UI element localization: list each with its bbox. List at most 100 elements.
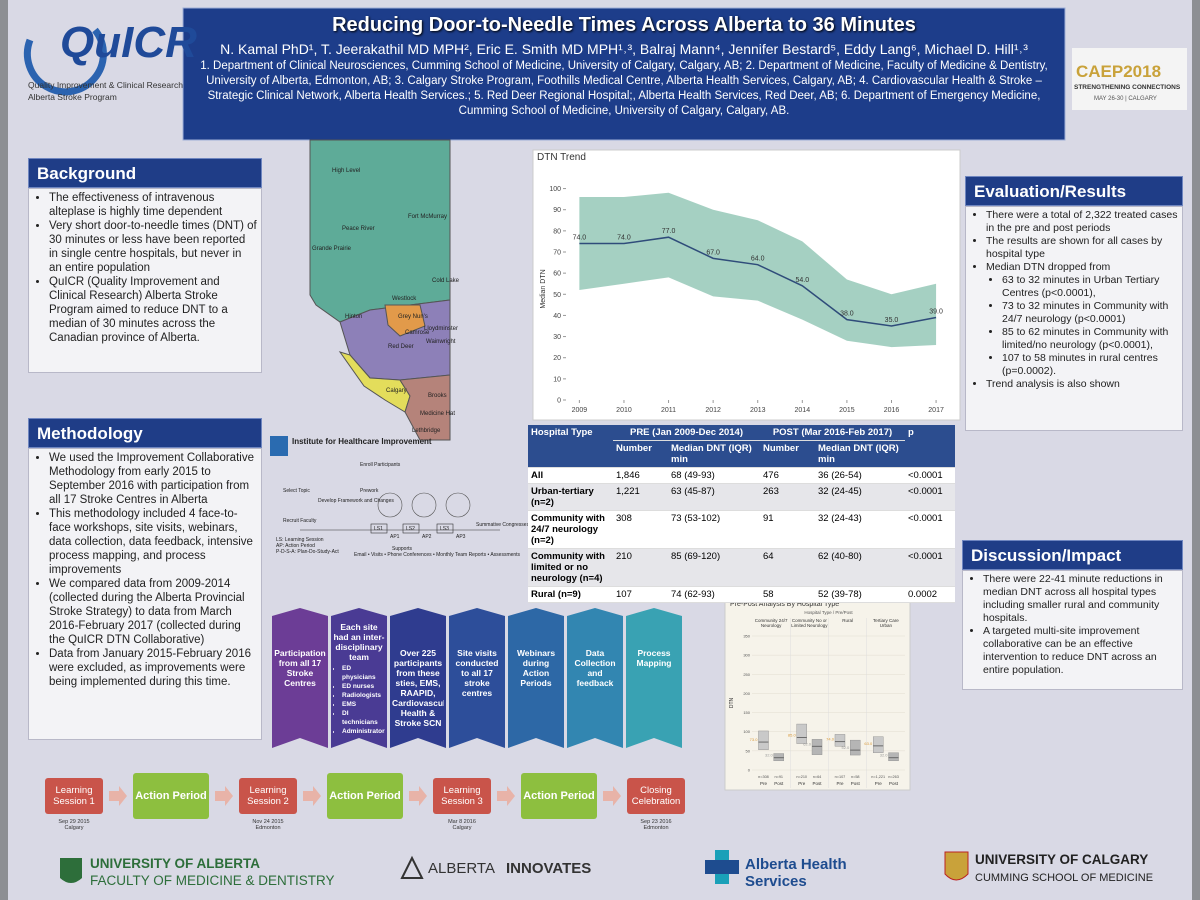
y-tick-label: 80 (553, 228, 561, 235)
value-label: 67.0 (706, 249, 720, 256)
sub-bullet: 85 to 62 minutes in Community with limit… (1002, 326, 1178, 352)
logo-line1: Quality Improvement & Clinical Research (28, 80, 183, 90)
x-tick-label: 2009 (572, 407, 588, 414)
ahs-1: Alberta Health (745, 856, 847, 873)
step-text-box: Process Mapping (637, 648, 672, 668)
timeline-place: Edmonton (643, 825, 668, 831)
step-text-wrap: Data Collection and feedback (569, 648, 621, 688)
timeline-arrow (303, 786, 321, 806)
place: Calgary (386, 388, 407, 394)
bullet: There were 22-41 minute reductions in me… (983, 573, 1178, 625)
table-cell: 1,846 (613, 467, 668, 484)
y-tick-label: 250 (743, 672, 750, 677)
sub-list: 63 to 32 minutes in Urban Tertiary Centr… (986, 274, 1178, 378)
bullet: Median DTN dropped from63 to 32 minutes … (986, 261, 1178, 378)
place: Camrose (405, 330, 430, 336)
group-label-box: Tertiary Care Urban (873, 618, 899, 628)
timeline-label: Action Period (329, 789, 401, 802)
learning-session (239, 778, 297, 814)
conf-dates: MAY 26-30 | CALGARY (1094, 96, 1157, 102)
value-label: 74.0 (617, 235, 631, 242)
place: Wainwright (426, 339, 456, 345)
step-item: Administrators (342, 727, 385, 736)
section-heading: Evaluation/Results (965, 176, 1183, 206)
timeline-label: Closing Celebration (631, 785, 681, 807)
n-label: n=210 (796, 775, 807, 779)
step-text-wrap: Webinars during Action Periods (510, 648, 562, 688)
results-table-wrap: Hospital Type PRE (Jan 2009-Dec 2014) POST… (528, 425, 955, 603)
median-label: 32.0 (765, 753, 774, 758)
authors: N. Kamal PhD¹, T. Jeerakathil MD MPH², E… (220, 41, 1028, 57)
timeline-label-box: Action Period (523, 790, 595, 801)
n-label: n=91 (774, 775, 783, 779)
timeline-label: Learning Session 2 (247, 785, 289, 807)
bullet: We compared data from 2009-2014 (collect… (49, 577, 257, 647)
timeline-label-box: Learning Session 2 (247, 785, 289, 807)
ihi-step: Develop Framework and Changes (318, 498, 394, 504)
table-cell: 476 (760, 467, 815, 484)
ucalgary-2: CUMMING SCHOOL OF MEDICINE (975, 872, 1153, 884)
table-cell: All (528, 467, 613, 484)
table-cell: 32 (24-45) (815, 483, 905, 511)
header-cell: Number (760, 440, 815, 468)
table-cell: 63 (45-87) (668, 483, 760, 511)
step-item: ED physicians (342, 664, 385, 682)
box (873, 736, 884, 753)
group-label-box: Community 24/7 Neurology (755, 618, 788, 628)
timeline-label-box: Closing Celebration (631, 785, 681, 807)
median-label: 85.0 (788, 732, 797, 737)
table-row: Community with limited or no neurology (… (528, 548, 955, 587)
step-chevron (390, 608, 446, 748)
ihi-step: Supports (392, 546, 413, 552)
bullet: Data from January 2015-February 2016 wer… (49, 647, 257, 689)
y-tick-label: 60 (553, 271, 561, 278)
timeline-arrow (603, 786, 621, 806)
step-title: Webinars during Action Periods (516, 648, 556, 688)
table-cell: <0.0001 (905, 510, 955, 549)
x-tick-label: 2010 (616, 407, 632, 414)
value-label: 54.0 (796, 277, 810, 284)
table-cell: 74 (62-93) (668, 586, 760, 603)
table-cell: 52 (39-78) (815, 586, 905, 603)
series-label: Post (774, 781, 784, 786)
ls-box (402, 523, 420, 534)
place: Westlock (392, 296, 417, 302)
ualberta-name: UNIVERSITY OF ALBERTA (90, 856, 260, 871)
place: Brooks (428, 393, 447, 399)
timeline-label-box: Learning Session 1 (53, 785, 95, 807)
table-cell: 62 (40-80) (815, 548, 905, 587)
place: Hinton (345, 314, 362, 320)
y-tick-label: 50 (746, 748, 751, 753)
ihi-step: Prework (360, 488, 379, 494)
timeline-place: Calgary (453, 825, 472, 831)
n-label: n=58 (851, 775, 860, 779)
y-tick-label: 100 (743, 729, 750, 734)
series-label: Post (889, 781, 899, 786)
group-label: Community No or Limited Neurology (791, 618, 828, 628)
step-item: Radiologists (342, 691, 385, 700)
table-cell: 58 (760, 586, 815, 603)
bullet: This methodology included 4 face-to-face… (49, 507, 257, 577)
n-label: n=263 (888, 775, 899, 779)
median-label: 63.0 (864, 741, 873, 746)
group-cell: POST (Mar 2016-Feb 2017) (760, 425, 905, 441)
median-label: 74.0 (826, 737, 835, 742)
place: Medicine Hat (420, 411, 455, 417)
section-heading: Methodology (28, 418, 262, 448)
ihi-step: AP1 (390, 534, 400, 540)
table-cell: <0.0001 (905, 548, 955, 587)
y-tick-label: 200 (743, 691, 750, 696)
place: Lethbridge (412, 428, 441, 434)
action-period (521, 773, 597, 819)
y-tick-label: 300 (743, 653, 750, 658)
ihi-step: Recruit Faculty (283, 518, 317, 524)
value-label: 38.0 (840, 311, 854, 318)
logo-name: QuICR (60, 18, 197, 67)
ihi-legend: P-D-S-A: Plan-Do-Study-Act (276, 549, 339, 555)
footer-text: UNIVERSITY OF ALBERTA FACULTY OF MEDICIN… (90, 852, 1153, 890)
median-label: 52.0 (841, 745, 850, 750)
box (888, 752, 899, 762)
table-cell: 36 (26-54) (815, 467, 905, 484)
